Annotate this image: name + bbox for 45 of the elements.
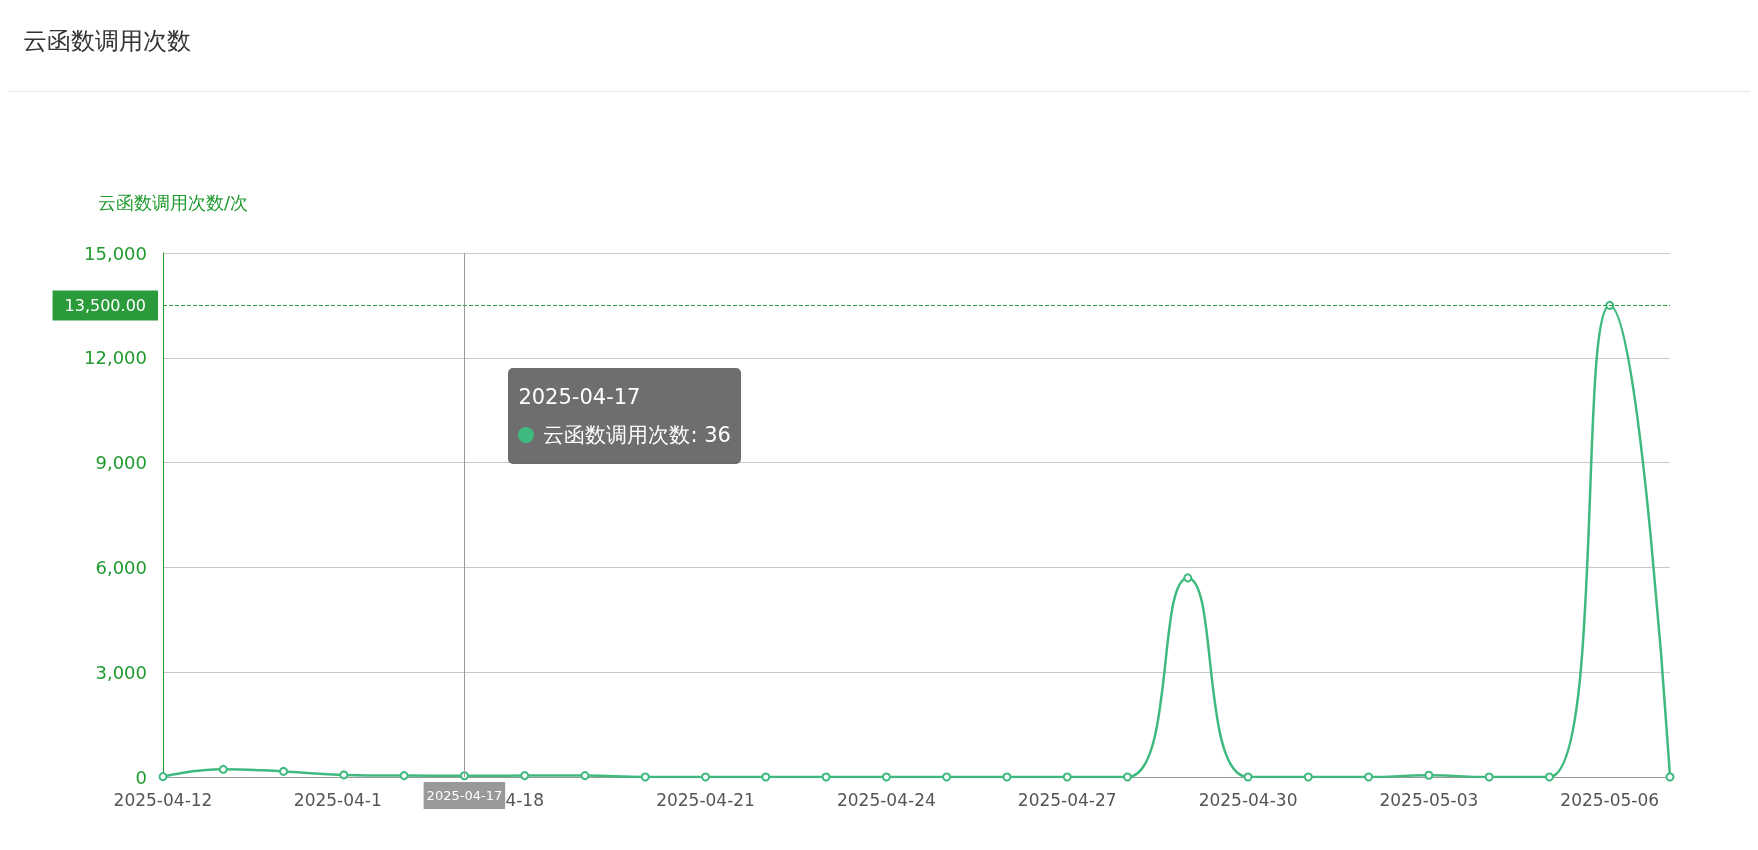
point — [1665, 772, 1675, 782]
y-tick-label: 15,000 — [84, 242, 147, 264]
point — [1243, 772, 1253, 782]
x-tick-label: 2025-05-03 — [1379, 789, 1479, 810]
annotation: 云函数调用次数: 36 — [543, 422, 731, 449]
x-tick-label: 2025-04-30 — [1198, 789, 1298, 810]
x-tick-label: 2025-04-24 — [836, 789, 936, 810]
ref-line-label: 2025-04-17 — [426, 788, 503, 803]
point — [218, 764, 228, 774]
y-tick-label: 0 — [135, 766, 147, 788]
y-tick-label: 6,000 — [95, 556, 147, 578]
point — [399, 771, 409, 781]
y-tick-label: 9,000 — [95, 452, 147, 474]
point — [1002, 772, 1012, 782]
point — [640, 772, 650, 782]
point — [1122, 772, 1132, 782]
y-axis-title: 云函数调用次数/次 — [98, 191, 249, 213]
point — [821, 772, 831, 782]
ref-line-label: 13,500.00 — [64, 295, 146, 315]
point — [158, 772, 168, 782]
annotation: 2025-04-17 — [518, 384, 641, 411]
point — [761, 772, 771, 782]
y-tick-label: 12,000 — [84, 347, 147, 369]
x-tick-label: 2025-04-1 — [293, 789, 382, 810]
chart-title: 云函数调用次数 — [23, 27, 191, 55]
point — [279, 766, 289, 776]
x-tick-label: 2025-05-06 — [1560, 789, 1660, 810]
point — [580, 771, 590, 781]
point — [520, 771, 530, 781]
x-tick-label: 2025-04-27 — [1017, 789, 1117, 810]
point — [1484, 772, 1494, 782]
point — [1364, 772, 1374, 782]
point — [881, 772, 891, 782]
point — [1062, 772, 1072, 782]
point — [942, 772, 952, 782]
point — [339, 770, 349, 780]
point — [1424, 770, 1434, 780]
point — [1544, 772, 1554, 782]
x-tick-label: 2025-04-12 — [113, 789, 213, 810]
y-tick-label: 3,000 — [95, 661, 147, 683]
x-tick-label: 4-18 — [505, 789, 544, 810]
point — [701, 772, 711, 782]
x-tick-label: 2025-04-21 — [656, 789, 755, 810]
point — [1303, 772, 1313, 782]
point — [1183, 573, 1193, 583]
